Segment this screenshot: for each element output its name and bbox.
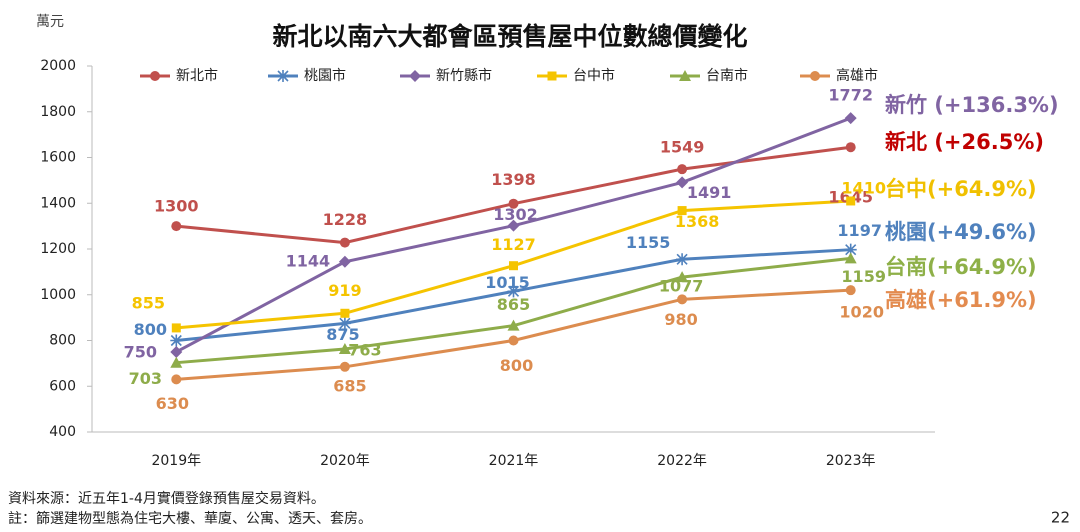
data-label: 1549 xyxy=(660,138,705,157)
data-label: 630 xyxy=(156,394,189,413)
legend-marker xyxy=(277,70,289,82)
chart-title: 新北以南六大都會區預售屋中位數總價變化 xyxy=(272,22,747,51)
data-point xyxy=(507,285,520,298)
y-axis-unit: 萬元 xyxy=(36,14,64,30)
data-point xyxy=(677,206,687,216)
data-point xyxy=(676,176,689,189)
data-point xyxy=(507,219,520,232)
data-label: 750 xyxy=(124,342,157,361)
data-point xyxy=(170,345,183,358)
data-label: 763 xyxy=(348,340,381,359)
data-point xyxy=(509,261,518,271)
data-point xyxy=(338,342,351,354)
y-tick-label: 600 xyxy=(49,378,76,394)
annotation: 新竹 (+136.3%) xyxy=(885,93,1059,117)
data-label: 1398 xyxy=(491,170,536,189)
annotation: 桃園(+49.6%) xyxy=(885,220,1037,244)
y-tick-label: 1600 xyxy=(40,150,76,166)
data-point xyxy=(677,164,688,175)
data-label: 1020 xyxy=(839,303,884,322)
legend-marker xyxy=(409,70,421,82)
legend-label: 台中市 xyxy=(573,67,615,84)
legend-label: 高雄市 xyxy=(836,67,878,84)
footnote: 資料來源：近五年1-4月實價登錄預售屋交易資料。 xyxy=(8,490,325,507)
x-tick-label: 2023年 xyxy=(826,453,876,469)
data-label: 1368 xyxy=(675,212,720,231)
data-point xyxy=(844,252,857,264)
page-number: 22 xyxy=(1051,509,1070,527)
y-tick-label: 1200 xyxy=(40,241,76,257)
data-label: 1491 xyxy=(687,183,732,202)
y-tick-label: 1800 xyxy=(40,104,76,120)
data-label: 1410 xyxy=(841,178,886,197)
data-label: 1197 xyxy=(837,221,882,240)
data-point xyxy=(170,334,183,347)
data-point xyxy=(844,112,857,125)
annotation: 新北 (+26.5%) xyxy=(885,130,1044,154)
legend-marker xyxy=(810,71,820,81)
legend-marker xyxy=(150,71,160,81)
data-point xyxy=(339,361,350,372)
data-label: 1300 xyxy=(154,197,199,216)
legend-label: 桃園市 xyxy=(304,67,346,84)
legend-label: 台南市 xyxy=(706,67,748,84)
data-label: 865 xyxy=(497,295,530,314)
legend-marker xyxy=(547,71,557,81)
x-tick-label: 2019年 xyxy=(151,453,201,469)
data-label: 1228 xyxy=(323,210,368,229)
data-label: 1155 xyxy=(626,233,671,252)
data-label: 855 xyxy=(132,293,165,312)
y-tick-label: 1400 xyxy=(40,195,76,211)
data-point xyxy=(508,335,519,346)
data-point xyxy=(170,356,183,368)
data-label: 1077 xyxy=(659,277,704,296)
legend-label: 新北市 xyxy=(176,67,218,84)
annotation: 台中(+64.9%) xyxy=(885,177,1037,201)
annotation: 高雄(+61.9%) xyxy=(885,288,1037,312)
data-point xyxy=(340,308,350,318)
annotation: 台南(+64.9%) xyxy=(885,255,1037,279)
legend-marker xyxy=(679,70,691,81)
y-tick-label: 1000 xyxy=(40,287,76,303)
data-label: 1772 xyxy=(828,86,873,105)
data-label: 919 xyxy=(328,281,361,300)
data-point xyxy=(845,285,856,296)
data-label: 703 xyxy=(129,369,162,388)
data-label: 1159 xyxy=(841,267,886,286)
data-point xyxy=(676,253,689,266)
data-label: 685 xyxy=(333,376,366,395)
data-point xyxy=(508,198,519,209)
data-point xyxy=(507,319,520,331)
data-point xyxy=(338,255,351,268)
footnote: 註：篩選建物型態為住宅大樓、華廈、公寓、透天、套房。 xyxy=(8,510,372,527)
y-tick-label: 2000 xyxy=(40,58,76,74)
data-point xyxy=(844,243,857,256)
y-tick-label: 800 xyxy=(49,333,76,349)
data-label: 1144 xyxy=(286,251,331,270)
data-point xyxy=(171,221,182,232)
data-label: 1127 xyxy=(491,235,536,254)
x-tick-label: 2021年 xyxy=(489,453,539,469)
y-tick-label: 400 xyxy=(49,424,76,440)
data-point xyxy=(845,142,856,153)
data-label: 800 xyxy=(500,356,533,375)
data-point xyxy=(676,271,689,283)
data-point xyxy=(339,237,350,248)
data-point xyxy=(171,323,181,333)
data-label: 875 xyxy=(326,325,359,344)
data-label: 980 xyxy=(664,310,697,329)
data-label: 1302 xyxy=(493,205,538,224)
data-point xyxy=(677,294,688,305)
data-point xyxy=(338,317,351,330)
data-point xyxy=(846,196,856,206)
data-point xyxy=(171,374,182,385)
x-tick-label: 2020年 xyxy=(320,453,370,469)
data-label: 800 xyxy=(134,320,167,339)
legend-label: 新竹縣市 xyxy=(436,67,492,84)
data-label: 1015 xyxy=(485,273,530,292)
x-tick-label: 2022年 xyxy=(657,453,707,469)
